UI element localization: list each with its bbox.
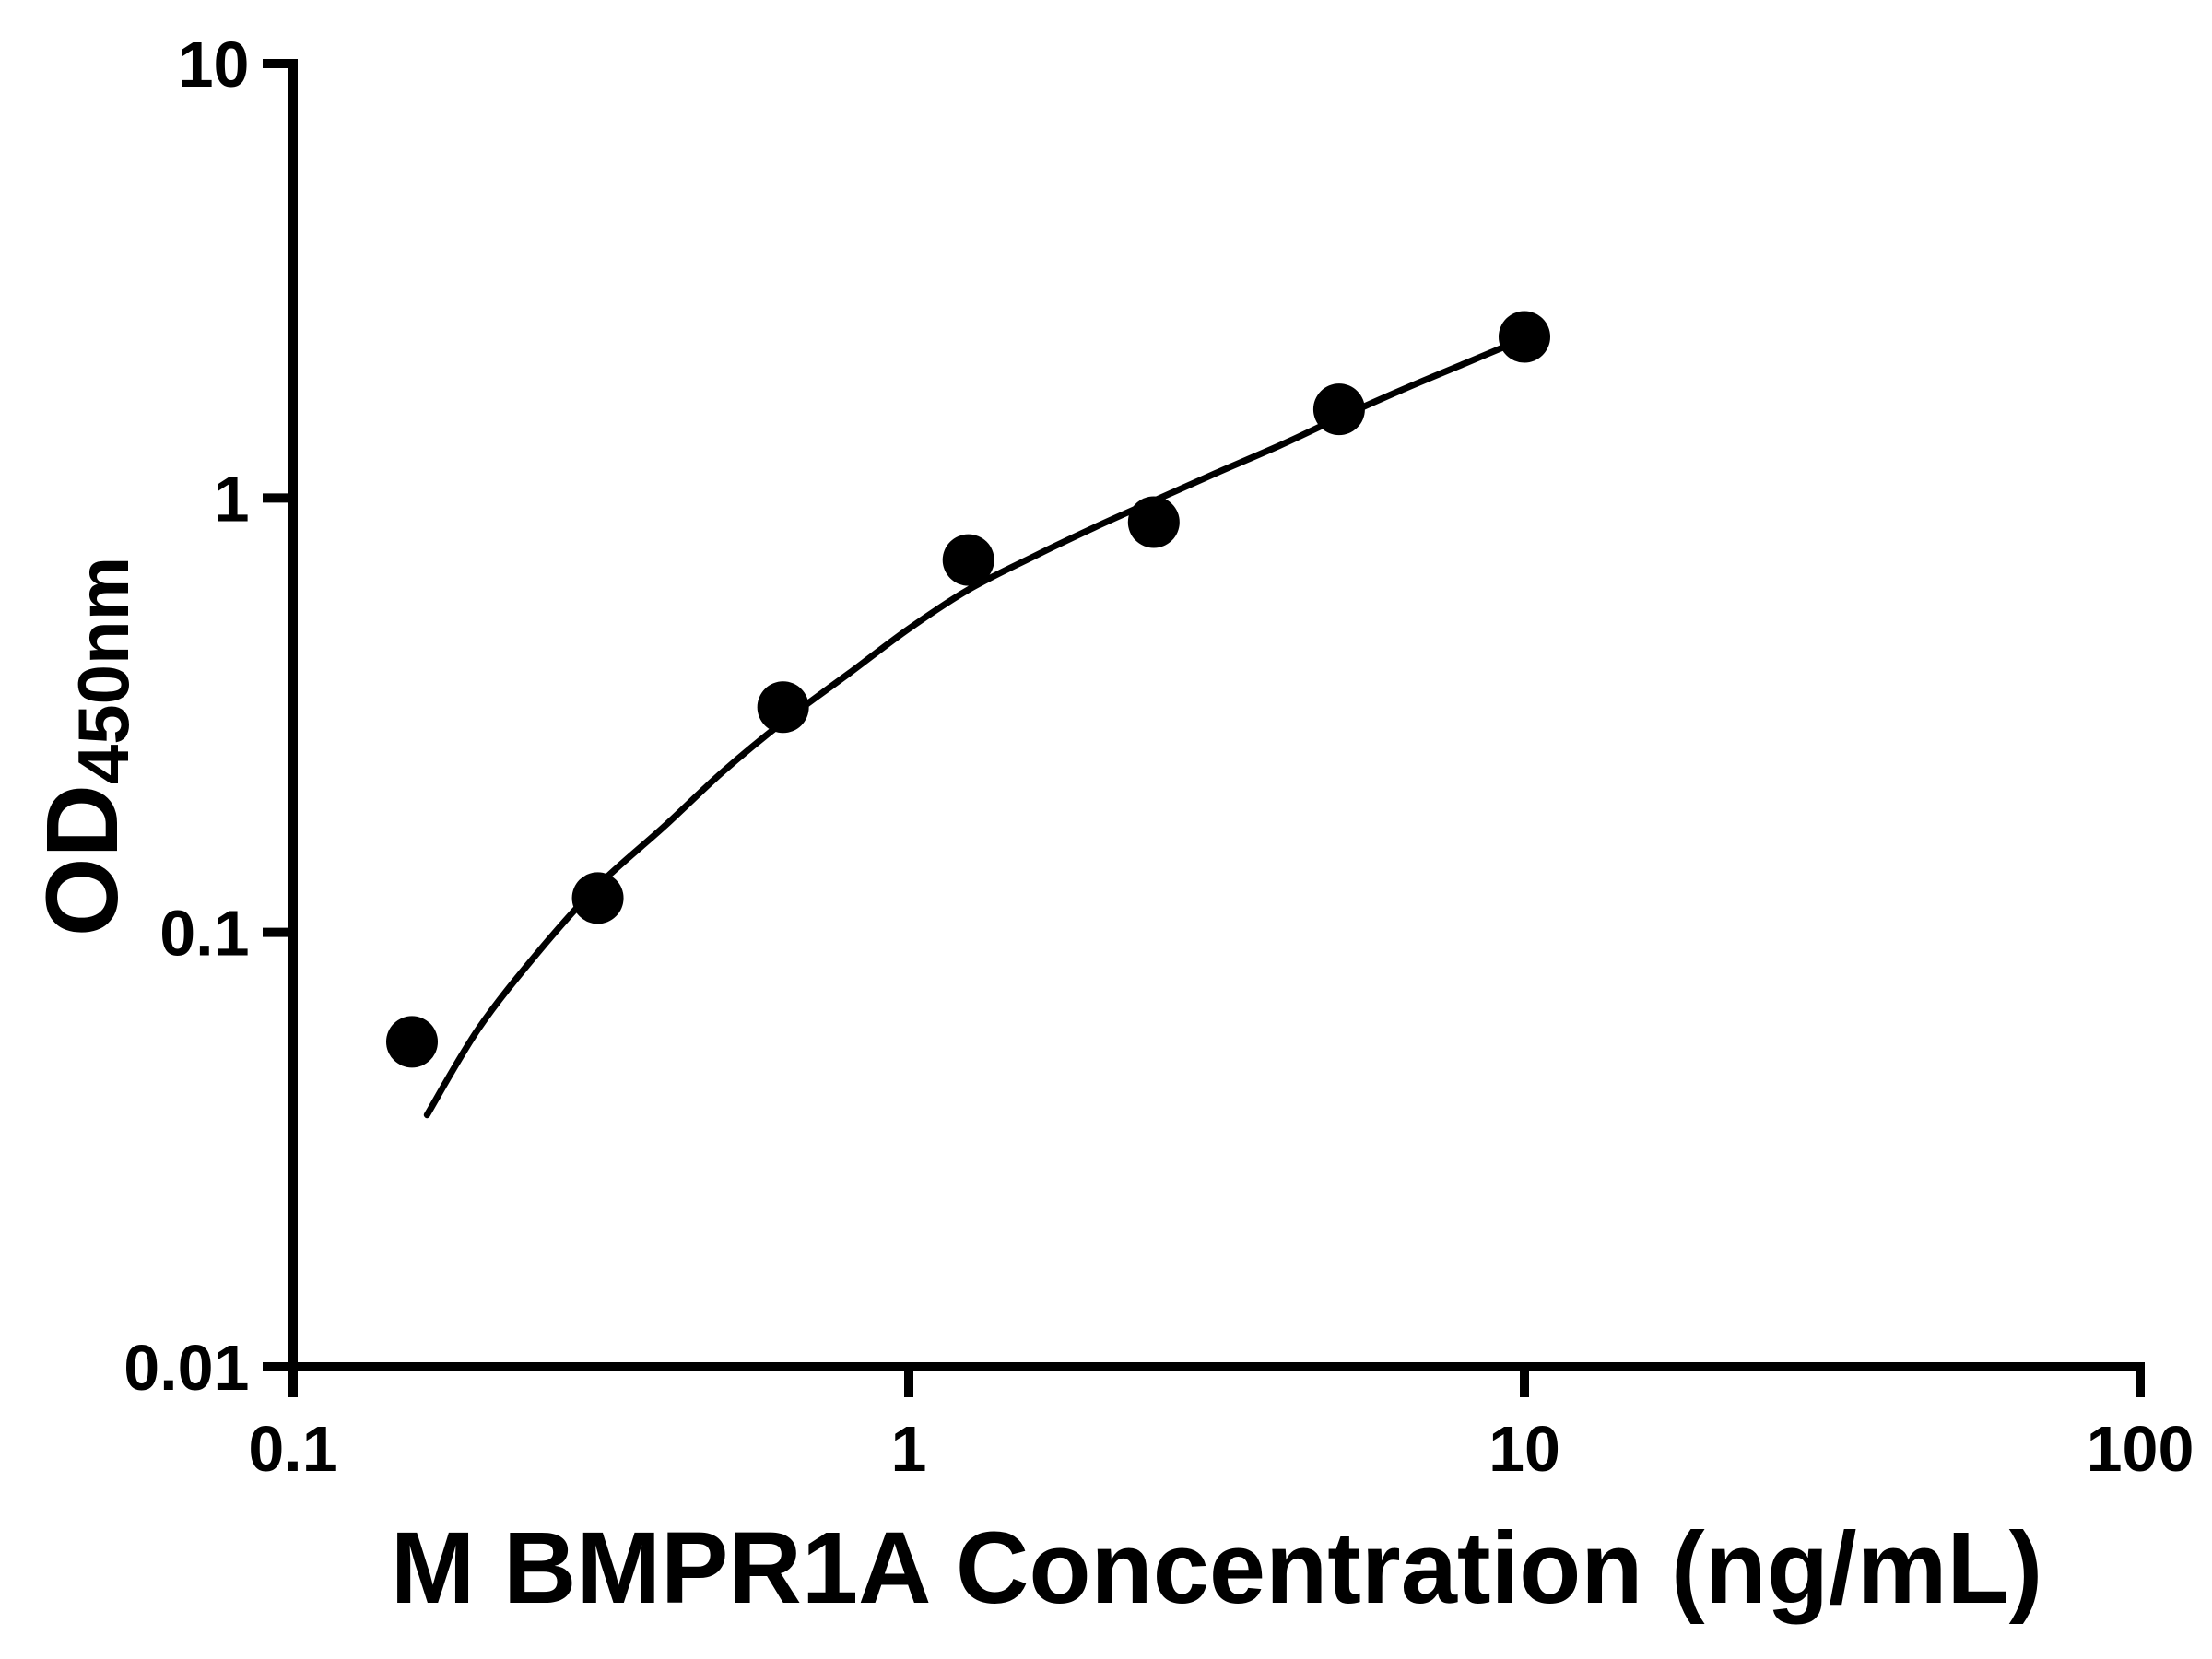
- data-point: [571, 872, 624, 924]
- fit-curve: [423, 335, 1528, 1119]
- x-axis-tick-label: 10: [1488, 1413, 1560, 1485]
- x-axis-title: M BMPR1A Concentration (ng/mL): [293, 1510, 2140, 1627]
- y-axis-tick-label: 0.1: [159, 898, 249, 970]
- y-axis-title-main: OD: [26, 784, 139, 937]
- y-axis-tick-label: 10: [178, 29, 250, 100]
- data-point: [1312, 383, 1365, 436]
- data-point: [1499, 311, 1550, 363]
- y-axis-tick-label: 0.01: [124, 1332, 249, 1404]
- x-axis-tick-label: 1: [891, 1413, 927, 1485]
- data-point: [386, 1016, 439, 1068]
- x-axis-title-text: M BMPR1A Concentration (ng/mL): [390, 1512, 2043, 1625]
- x-axis-tick-label: 100: [2087, 1413, 2194, 1485]
- data-point: [757, 681, 809, 734]
- x-axis-tick-label: 0.1: [248, 1413, 337, 1485]
- data-point: [1127, 496, 1180, 548]
- y-axis-title-subscript: 450nm: [63, 556, 144, 785]
- y-axis-title: OD450nm: [23, 488, 144, 1005]
- data-point: [942, 534, 994, 586]
- y-axis-tick-label: 1: [214, 463, 250, 535]
